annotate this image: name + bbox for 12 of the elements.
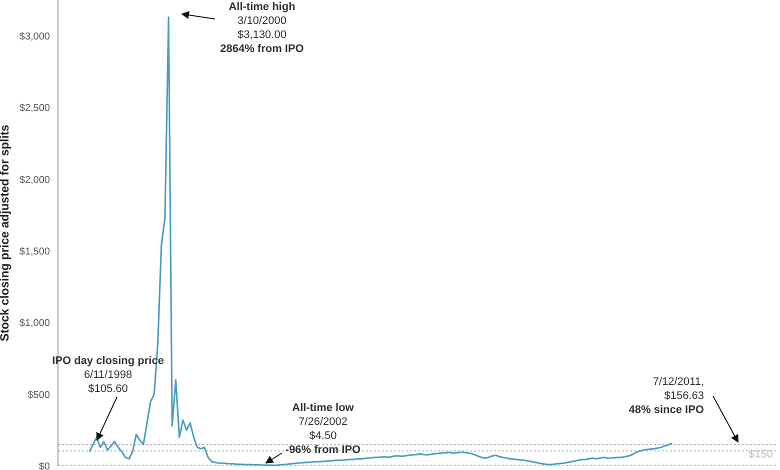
annotation: All-time low 7/26/2002 $4.50 -96% from IPO xyxy=(285,402,362,456)
y-tick-label: $2,500 xyxy=(19,103,50,114)
annotation: All-time high 3/10/2000 $3,130.00 2864% from IPO xyxy=(220,1,304,55)
annotation: 7/12/2011, $156.63 48% since IPO xyxy=(628,376,704,416)
y-tick-label: $3,000 xyxy=(19,31,50,42)
y-tick-label: $0 xyxy=(38,462,50,470)
y-tick-label: $500 xyxy=(28,390,50,401)
y-axis-title: Stock closing price adjusted for splits xyxy=(0,124,12,342)
y-tick-label: $2,000 xyxy=(19,174,50,186)
ref-line-label: $150 xyxy=(748,448,773,460)
y-tick-label: $1,500 xyxy=(19,246,50,258)
y-tick-label: $1,000 xyxy=(19,318,50,330)
